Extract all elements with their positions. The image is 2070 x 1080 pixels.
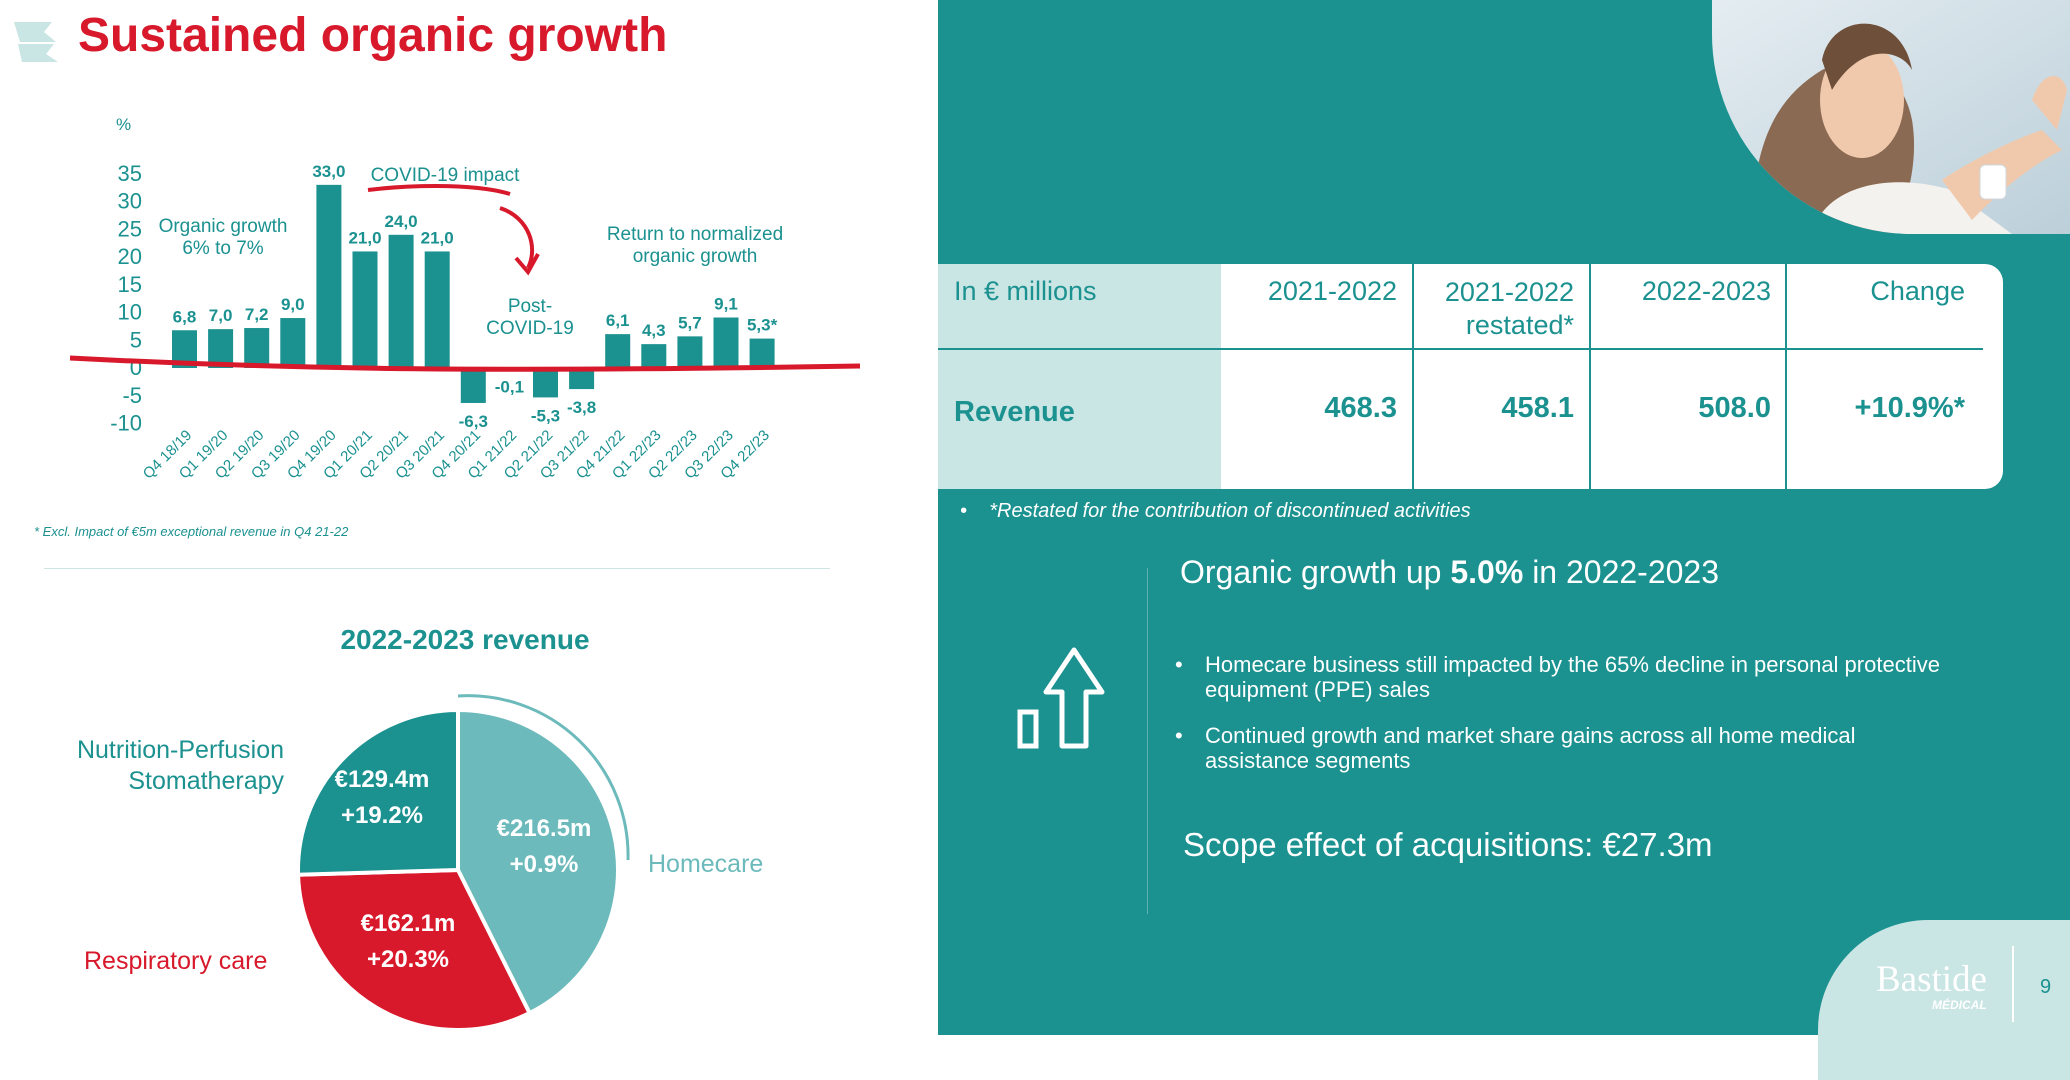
data-label: -6,3 <box>459 412 488 431</box>
y-tick-label: 35 <box>118 161 142 186</box>
company-logo: Bastide <box>1876 959 1987 1000</box>
bar <box>569 368 595 390</box>
pie-label-respiratory: Respiratory care <box>84 947 268 975</box>
revenue-2021-2022-restated: 458.1 <box>1501 392 1574 424</box>
hero-photo <box>1712 0 2070 234</box>
annotation-return-normalized: Return to normalized organic growth <box>606 224 784 267</box>
data-labels: 6,8 7,0 7,2 9,0 33,0 21,024,021,0 -6,3 -0,1 -5,3… <box>173 162 778 431</box>
pie-value-respiratory: €162.1m +20.3% <box>360 910 456 973</box>
data-label: 7,2 <box>245 305 269 324</box>
data-label: -0,1 <box>495 378 524 397</box>
data-label: 9,1 <box>714 294 738 313</box>
annotation-covid-impact: COVID-19 impact <box>370 165 520 186</box>
flag-icon <box>14 22 58 62</box>
revenue-pie-chart <box>296 694 630 1032</box>
data-label: 33,0 <box>312 162 345 181</box>
covid-underline <box>367 184 511 196</box>
data-label: 24,0 <box>385 212 418 231</box>
bar <box>605 334 631 368</box>
organic-growth-headline: Organic growth up 5.0% in 2022-2023 <box>1180 554 1720 590</box>
y-tick-label: 15 <box>118 272 142 297</box>
table-col-2021-2022: 2021-2022 <box>1267 276 1397 306</box>
y-axis-unit: % <box>116 115 131 134</box>
table-label-column <box>938 264 1221 489</box>
y-tick-label: 5 <box>130 327 142 352</box>
bars <box>172 184 775 403</box>
pie-swoosh <box>457 694 630 861</box>
revenue-2021-2022: 468.3 <box>1324 392 1397 424</box>
revenue-table: In € millions 2021-2022 2021-2022 restat… <box>938 264 2003 489</box>
pie-slices <box>296 707 620 1032</box>
revenue-change: +10.9%* <box>1854 392 1965 424</box>
growth-arrow-icon <box>1017 647 1105 749</box>
pie-value-homecare: €216.5m +0.9% <box>496 815 592 878</box>
table-col-restated: 2021-2022 restated* <box>1444 277 1574 340</box>
data-label: 21,0 <box>348 228 381 247</box>
bar <box>280 318 306 368</box>
logo-separator <box>2012 946 2014 1022</box>
data-label: -3,8 <box>567 398 596 417</box>
annotation-post-covid: Post- COVID-19 <box>486 296 574 339</box>
data-label: 5,7 <box>678 313 702 332</box>
data-label: 6,8 <box>173 307 197 326</box>
scope-effect: Scope effect of acquisitions: €27.3m <box>1183 826 1713 863</box>
table-col-2022-2023: 2022-2023 <box>1641 276 1771 306</box>
table-header-rule <box>938 348 1983 350</box>
bar <box>460 368 486 403</box>
data-label: 4,3 <box>642 321 666 340</box>
bar <box>244 328 270 368</box>
bar <box>208 329 234 368</box>
covid-arrow-head <box>514 253 540 276</box>
y-tick-label: -5 <box>122 383 142 408</box>
table-row-label: Revenue <box>954 396 1075 428</box>
pie-slice <box>456 707 620 1016</box>
bar <box>677 336 703 368</box>
section-divider <box>44 568 830 569</box>
y-tick-label: 25 <box>118 216 142 241</box>
pie-title: 2022-2023 revenue <box>340 624 590 655</box>
bar <box>713 317 739 368</box>
bar <box>749 338 775 368</box>
y-tick-label: 10 <box>118 300 142 325</box>
bar <box>388 234 414 368</box>
revenue-2022-2023: 508.0 <box>1698 392 1771 424</box>
bullet-item: Homecare business still impacted by the … <box>1175 652 1955 702</box>
y-tick-label: 30 <box>118 189 142 214</box>
pie-slice <box>296 707 460 877</box>
page-title: Sustained organic growth <box>78 9 668 62</box>
y-tick-label: 20 <box>118 244 142 269</box>
chart-footnote: * Excl. Impact of €5m exceptional revenu… <box>34 524 349 539</box>
table-col-change: Change <box>1870 276 1965 306</box>
bar <box>316 184 342 368</box>
data-label: -5,3 <box>531 406 560 425</box>
bar <box>533 368 558 398</box>
vertical-divider <box>1147 568 1148 914</box>
y-tick-label: -10 <box>110 411 142 436</box>
data-label: 7,0 <box>209 306 233 325</box>
data-label: 9,0 <box>281 295 305 314</box>
company-logo-sub: MÉDICAL <box>1932 998 1987 1012</box>
pie-value-nutrition: €129.4m +19.2% <box>334 766 430 829</box>
data-label: 5,3* <box>747 316 778 335</box>
table-header-label: In € millions <box>954 276 1097 306</box>
restated-note: • *Restated for the contribution of disc… <box>960 500 1471 522</box>
bar <box>641 344 667 368</box>
bullet-item: Continued growth and market share gains … <box>1175 723 1955 773</box>
covid-arrow <box>499 206 535 269</box>
data-label: 21,0 <box>421 228 454 247</box>
pie-label-nutrition: Nutrition-Perfusion Stomatherapy <box>76 736 284 795</box>
bar <box>352 251 378 368</box>
bullet-list: Homecare business still impacted by the … <box>1175 652 1955 794</box>
annotation-organic-growth: Organic growth 6% to 7% <box>158 216 288 259</box>
baseline-stroke <box>69 355 861 372</box>
bar <box>424 251 450 368</box>
data-label: 6,1 <box>606 311 630 330</box>
page-number: 9 <box>2040 976 2052 998</box>
pie-label-homecare: Homecare <box>648 850 764 878</box>
pie-slice <box>296 867 533 1032</box>
